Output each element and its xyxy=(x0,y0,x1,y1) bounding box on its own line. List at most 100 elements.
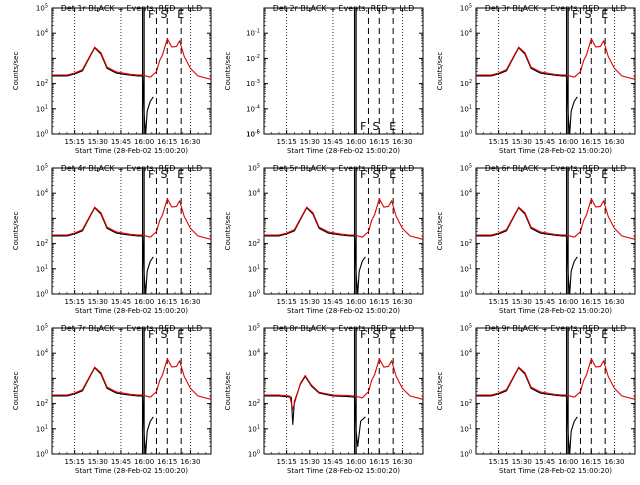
x-tick-label: 16:30 xyxy=(180,458,200,466)
panel-title: Det 5r BLACK = Events, RED = LLD xyxy=(273,164,415,173)
marker-letter-e: E xyxy=(601,328,608,341)
y-tick-label: 105 xyxy=(460,164,472,173)
x-tick-label: 15:45 xyxy=(111,298,131,306)
marker-letter-s: S xyxy=(160,168,167,181)
y-tick-label: 101 xyxy=(36,104,48,113)
y-tick-label: 105 xyxy=(248,324,260,333)
panel-det-7r: Det 7r BLACK = Events, RED = LLD Counts/s… xyxy=(12,324,212,475)
y-tick-label: 100 xyxy=(460,290,472,299)
series-line-lld xyxy=(263,198,423,240)
series-line-events xyxy=(263,207,366,295)
marker-letter-e: E xyxy=(389,328,396,341)
y-tick-label: 100 xyxy=(36,450,48,459)
y-tick-label: 101 xyxy=(460,264,472,273)
x-tick-label: 15:30 xyxy=(512,138,532,146)
x-tick-label: 16:15 xyxy=(581,298,601,306)
panel-det-8r: Det 8r BLACK = Events, RED = LLD Counts/s… xyxy=(224,324,424,475)
x-tick-label: 15:15 xyxy=(277,458,297,466)
x-tick-label: 16:00 xyxy=(134,298,154,306)
x-tick-label: 15:15 xyxy=(65,298,85,306)
marker-letter-s: S xyxy=(372,328,379,341)
x-axis-label: Start Time (28-Feb-02 15:00:20) xyxy=(499,147,612,155)
panel-det-2r: Det 2r BLACK = Events, RED = LLD Counts/s… xyxy=(224,4,424,155)
marker-letter-f: F xyxy=(572,168,578,181)
series-line-events xyxy=(475,47,578,135)
y-tick-label: 102 xyxy=(36,239,48,248)
y-tick-label: 101 xyxy=(36,264,48,273)
y-tick-label: 10-2 xyxy=(246,54,260,63)
series-line-events xyxy=(51,367,154,455)
y-tick-label: 102 xyxy=(460,399,472,408)
y-tick-label: 101 xyxy=(460,424,472,433)
x-tick-label: 15:15 xyxy=(489,458,509,466)
x-tick-label: 16:00 xyxy=(558,138,578,146)
y-tick-label: 100 xyxy=(248,290,260,299)
x-tick-label: 16:30 xyxy=(392,138,412,146)
y-tick-label: 104 xyxy=(36,349,48,358)
x-tick-label: 16:00 xyxy=(558,298,578,306)
x-tick-label: 16:30 xyxy=(180,138,200,146)
panel-det-4r: Det 4r BLACK = Events, RED = LLD Counts/s… xyxy=(12,164,212,315)
x-tick-label: 15:30 xyxy=(300,458,320,466)
marker-letter-s: S xyxy=(160,328,167,341)
marker-letter-f: F xyxy=(148,168,154,181)
panel-title: Det 7r BLACK = Events, RED = LLD xyxy=(61,324,203,333)
x-tick-label: 16:15 xyxy=(369,458,389,466)
x-tick-label: 16:30 xyxy=(604,138,624,146)
marker-letter-e: E xyxy=(389,168,396,181)
x-tick-label: 15:45 xyxy=(535,458,555,466)
marker-letter-s: S xyxy=(372,120,379,133)
x-tick-label: 16:00 xyxy=(346,298,366,306)
y-axis-label: Counts/sec xyxy=(224,212,232,251)
x-tick-label: 16:15 xyxy=(157,458,177,466)
x-axis-label: Start Time (28-Feb-02 15:00:20) xyxy=(499,307,612,315)
plot-frame xyxy=(263,327,424,455)
y-axis-label: Counts/sec xyxy=(224,372,232,411)
plot-frame xyxy=(51,7,212,135)
x-tick-label: 16:30 xyxy=(604,298,624,306)
y-tick-label: 10-4 xyxy=(246,104,260,113)
series-line-lld xyxy=(51,358,211,400)
plot-frame xyxy=(263,167,424,295)
series-line-events xyxy=(475,367,578,455)
y-axis-label: Counts/sec xyxy=(436,52,444,91)
x-tick-label: 16:30 xyxy=(392,298,412,306)
y-tick-label: 104 xyxy=(460,189,472,198)
series-line-events xyxy=(263,375,366,447)
panel-title: Det 4r BLACK = Events, RED = LLD xyxy=(61,164,203,173)
y-tick-label: 10-5 xyxy=(246,130,260,139)
x-tick-label: 15:45 xyxy=(111,458,131,466)
y-tick-label: 101 xyxy=(248,264,260,273)
plot-frame xyxy=(263,7,424,135)
x-tick-label: 16:00 xyxy=(346,138,366,146)
panel-det-3r: Det 3r BLACK = Events, RED = LLD Counts/s… xyxy=(436,4,636,155)
y-tick-label: 10-3 xyxy=(246,79,260,88)
panel-title: Det 2r BLACK = Events, RED = LLD xyxy=(273,4,415,13)
x-tick-label: 16:15 xyxy=(581,458,601,466)
plot-frame xyxy=(475,7,636,135)
marker-letter-e: E xyxy=(389,120,396,133)
x-tick-label: 15:15 xyxy=(65,138,85,146)
y-tick-label: 105 xyxy=(36,164,48,173)
panel-det-5r: Det 5r BLACK = Events, RED = LLD Counts/s… xyxy=(224,164,424,315)
x-tick-label: 16:00 xyxy=(134,458,154,466)
x-tick-label: 15:15 xyxy=(489,298,509,306)
y-axis-label: Counts/sec xyxy=(12,212,20,251)
y-tick-label: 102 xyxy=(248,399,260,408)
x-tick-label: 16:15 xyxy=(581,138,601,146)
y-tick-label: 105 xyxy=(460,324,472,333)
marker-letter-s: S xyxy=(160,8,167,21)
x-tick-label: 15:45 xyxy=(535,298,555,306)
y-axis-label: Counts/sec xyxy=(12,52,20,91)
y-tick-label: 101 xyxy=(248,424,260,433)
marker-letter-f: F xyxy=(572,328,578,341)
y-tick-label: 102 xyxy=(460,239,472,248)
y-tick-label: 101 xyxy=(36,424,48,433)
marker-letter-e: E xyxy=(177,328,184,341)
panel-det-1r: Det 1r BLACK = Events, RED = LLD Counts/s… xyxy=(12,4,212,155)
x-tick-label: 15:30 xyxy=(88,138,108,146)
x-tick-label: 15:30 xyxy=(512,458,532,466)
y-tick-label: 10-1 xyxy=(246,29,260,38)
x-tick-label: 16:00 xyxy=(134,138,154,146)
